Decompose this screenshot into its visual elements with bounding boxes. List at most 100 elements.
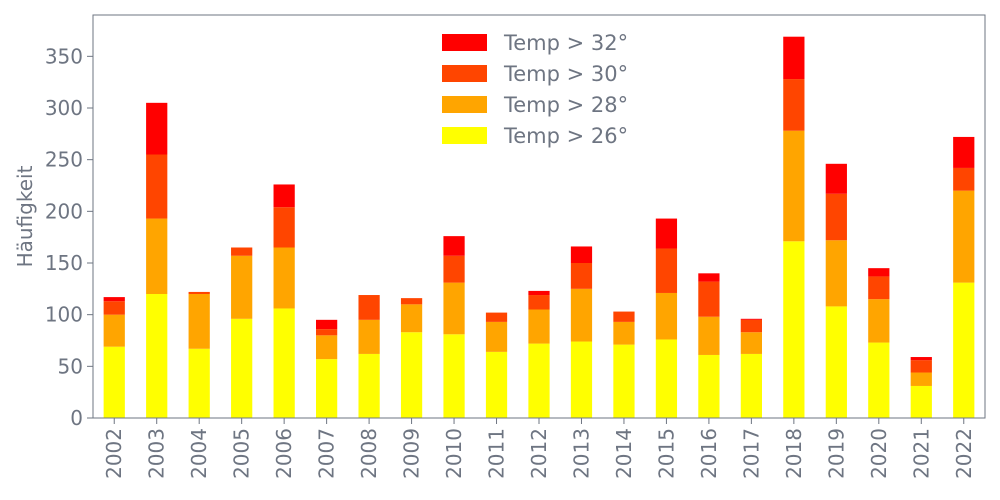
x-tick-label: 2005 xyxy=(230,428,254,479)
bar-2008-series-0 xyxy=(358,353,380,418)
y-axis-label: Häufigkeit xyxy=(13,165,37,267)
x-tick-label: 2002 xyxy=(102,428,126,479)
bar-2020-series-2 xyxy=(868,276,890,300)
x-tick-label: 2017 xyxy=(739,428,763,479)
bar-2019-series-2 xyxy=(825,193,847,241)
bar-2007-series-1 xyxy=(316,335,338,360)
y-tick-label: 300 xyxy=(45,96,83,120)
x-tick-label: 2022 xyxy=(952,428,976,479)
bar-2008-series-2 xyxy=(358,295,380,320)
bar-2009-series-0 xyxy=(400,332,423,418)
bar-2003-series-0 xyxy=(146,294,168,418)
legend-label: Temp > 30° xyxy=(503,62,628,86)
bar-2015-series-1 xyxy=(655,292,678,340)
bar-2017-series-1 xyxy=(740,332,762,354)
x-tick-label: 2008 xyxy=(357,428,381,479)
legend: Temp > 32° Temp > 30° Temp > 28° Temp > 26° xyxy=(442,31,628,148)
bar-2020-series-3 xyxy=(868,268,890,277)
bar-2007-series-3 xyxy=(316,319,338,330)
y-tick-label: 150 xyxy=(45,251,83,275)
bar-2013-series-0 xyxy=(570,341,593,418)
bar-2006-series-3 xyxy=(273,184,295,208)
bar-2018-series-2 xyxy=(783,79,805,131)
bar-2012-series-2 xyxy=(528,295,550,310)
bar-2020-series-0 xyxy=(868,342,890,418)
legend-swatch xyxy=(442,96,487,113)
x-tick-label: 2010 xyxy=(442,428,466,479)
bar-2016-series-1 xyxy=(698,316,720,355)
bar-2002-series-2 xyxy=(103,301,125,315)
bar-2017-series-0 xyxy=(740,353,762,418)
bar-2011-series-2 xyxy=(485,312,508,322)
bar-2015-series-3 xyxy=(655,218,678,249)
bar-2002-series-3 xyxy=(103,297,125,302)
bar-2004-series-2 xyxy=(188,291,210,294)
x-tick-label: 2014 xyxy=(612,428,636,479)
plot-frame xyxy=(92,14,986,419)
bar-2021-series-2 xyxy=(910,360,932,373)
x-tick-label: 2016 xyxy=(697,428,721,479)
bar-2012-series-1 xyxy=(528,309,550,344)
bar-2005-series-2 xyxy=(231,247,253,256)
bar-2006-series-2 xyxy=(273,207,295,248)
bar-2010-series-0 xyxy=(443,334,465,418)
bar-2017-series-2 xyxy=(740,319,762,333)
bar-2011-series-1 xyxy=(485,321,508,352)
y-tick-label: 50 xyxy=(58,354,83,378)
bars-layer xyxy=(103,36,975,418)
bar-2003-series-3 xyxy=(146,102,168,155)
bar-2014-series-1 xyxy=(613,321,635,345)
x-tick-label: 2007 xyxy=(315,428,339,479)
y-tick-label: 200 xyxy=(45,199,83,223)
bar-2013-series-1 xyxy=(570,288,593,342)
bar-2022-series-3 xyxy=(953,136,975,168)
bar-2010-series-3 xyxy=(443,236,465,256)
y-tick-label: 350 xyxy=(45,44,83,68)
bar-2002-series-0 xyxy=(103,346,125,418)
x-tick-label: 2018 xyxy=(782,428,806,479)
bar-2010-series-2 xyxy=(443,255,465,283)
y-tick-label: 250 xyxy=(45,148,83,172)
bar-2014-series-2 xyxy=(613,311,635,322)
bar-2016-series-0 xyxy=(698,354,720,418)
y-tick-label: 0 xyxy=(70,406,83,430)
bar-2016-series-3 xyxy=(698,273,720,282)
bar-2017-series-3 xyxy=(740,318,762,320)
bar-2013-series-3 xyxy=(570,246,593,263)
bar-2013-series-2 xyxy=(570,263,593,289)
x-axis-ticks: 2002 2003 2004 2005 2006 2007 2008 2009 2010 2011… xyxy=(102,418,976,479)
x-tick-label: 2020 xyxy=(867,428,891,479)
bar-2015-series-0 xyxy=(655,339,678,418)
x-tick-label: 2006 xyxy=(272,428,296,479)
legend-swatch xyxy=(442,34,487,51)
bar-2014-series-0 xyxy=(613,344,635,418)
x-tick-label: 2015 xyxy=(654,428,678,479)
bar-2009-series-2 xyxy=(400,298,423,305)
x-tick-label: 2011 xyxy=(485,428,509,479)
legend-label: Temp > 28° xyxy=(503,93,628,117)
x-tick-label: 2019 xyxy=(824,428,848,479)
bar-2008-series-1 xyxy=(358,319,380,354)
bar-2018-series-0 xyxy=(783,241,805,418)
bar-2022-series-2 xyxy=(953,167,975,191)
y-tick-label: 100 xyxy=(45,303,83,327)
x-tick-label: 2013 xyxy=(569,428,593,479)
bar-2006-series-0 xyxy=(273,308,295,418)
bar-2019-series-0 xyxy=(825,306,847,418)
bar-2003-series-2 xyxy=(146,154,168,219)
bar-2021-series-0 xyxy=(910,385,932,418)
x-tick-label: 2012 xyxy=(527,428,551,479)
bar-2015-series-2 xyxy=(655,248,678,293)
bar-2022-series-1 xyxy=(953,190,975,283)
bar-2016-series-2 xyxy=(698,281,720,317)
y-axis-ticks: 0 50 100 150 200 250 300 350 xyxy=(45,44,93,430)
bar-2019-series-1 xyxy=(825,240,847,307)
bar-2012-series-3 xyxy=(528,290,550,296)
bar-2005-series-0 xyxy=(231,318,253,418)
legend-swatch xyxy=(442,65,487,82)
bar-2004-series-1 xyxy=(188,294,210,349)
bar-2011-series-0 xyxy=(485,351,508,418)
legend-label: Temp > 32° xyxy=(503,31,628,55)
legend-label: Temp > 26° xyxy=(503,124,628,148)
